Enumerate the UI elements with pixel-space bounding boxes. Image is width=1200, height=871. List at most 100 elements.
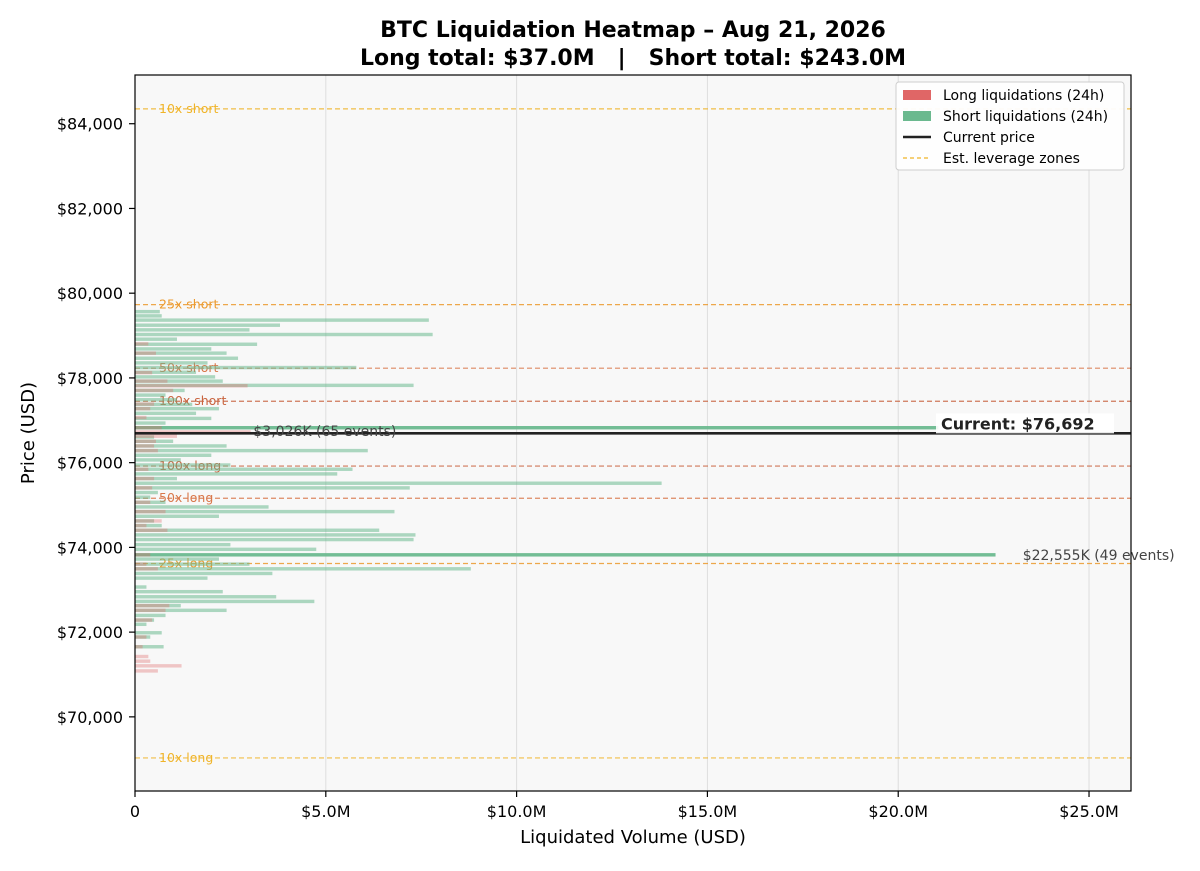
- leverage-zone-label: 10x short: [159, 101, 218, 116]
- x-tick-label: $5.0M: [301, 802, 350, 821]
- short-liquidation-bar: [135, 533, 416, 537]
- chart-subtitle: Long total: $37.0M | Short total: $243.0…: [360, 46, 906, 71]
- long-liquidation-bar: [135, 486, 153, 490]
- legend-swatch: [903, 111, 931, 121]
- short-liquidation-bar: [135, 356, 239, 360]
- long-liquidation-bar: [135, 659, 151, 663]
- short-liquidation-bar: [135, 421, 166, 425]
- short-liquidation-bar: [135, 444, 227, 448]
- short-liquidation-bar: [135, 500, 166, 505]
- long-liquidation-bar: [135, 402, 155, 406]
- legend: Long liquidations (24h) Short liquidation…: [895, 81, 1125, 171]
- short-liquidation-bar: [135, 332, 433, 337]
- long-liquidation-bar: [135, 519, 162, 523]
- long-liquidation-bar: [135, 379, 168, 383]
- long-liquidation-bar: [135, 654, 149, 659]
- long-liquidation-bar: [135, 448, 158, 453]
- long-liquidation-bar: [135, 388, 174, 393]
- y-tick-label: $76,000: [57, 454, 123, 473]
- long-liquidation-bar: [135, 664, 182, 668]
- short-liquidation-bar: [135, 435, 155, 439]
- long-liquidation-bars: [135, 342, 251, 673]
- long-liquidation-bar: [135, 426, 162, 430]
- short-liquidation-bar: [135, 528, 380, 532]
- y-tick-label: $74,000: [57, 538, 123, 557]
- short-liquidation-bar: [135, 553, 996, 557]
- short-liquidation-bar: [135, 523, 162, 528]
- short-liquidation-bar: [135, 361, 208, 365]
- y-tick-label: $72,000: [57, 623, 123, 642]
- short-liquidation-bar: [135, 365, 357, 370]
- short-liquidation-bar: [135, 562, 250, 566]
- short-liquidation-bar: [135, 398, 177, 402]
- short-liquidation-bar: [135, 393, 166, 397]
- current-price-label-box: [936, 413, 1114, 434]
- short-liquidation-bar: [135, 505, 269, 509]
- long-liquidation-bar: [135, 553, 151, 557]
- short-liquidation-bar: [135, 439, 174, 443]
- short-liquidation-bar: [135, 337, 177, 341]
- legend-label: Current price: [943, 130, 1035, 146]
- short-liquidation-bar: [135, 595, 277, 599]
- short-liquidation-bar: [135, 608, 227, 613]
- short-liquidation-bar: [135, 406, 219, 411]
- long-liquidation-bar: [135, 415, 147, 420]
- short-liquidation-bar: [135, 495, 151, 499]
- long-liquidation-bar: [135, 430, 251, 434]
- data-annotation: $22,555K (49 events): [1023, 548, 1175, 564]
- short-liquidation-bar: [135, 383, 414, 388]
- short-liquidation-bar: [135, 342, 258, 346]
- long-liquidation-bar: [135, 467, 149, 471]
- data-annotation: $3,026K (65 events): [253, 424, 396, 440]
- short-liquidation-bar: [135, 618, 155, 622]
- short-liquidation-bar: [135, 645, 164, 649]
- short-liquidation-bar: [135, 613, 166, 618]
- x-tick-label: $25.0M: [1059, 802, 1119, 821]
- short-liquidation-bar: [135, 509, 395, 514]
- short-liquidation-bar: [135, 411, 197, 416]
- short-liquidation-bar: [135, 576, 208, 580]
- long-liquidation-bar: [135, 476, 155, 481]
- short-liquidation-bar: [135, 370, 197, 374]
- leverage-zone-label: 25x short: [159, 297, 218, 312]
- short-liquidation-bar: [135, 481, 662, 485]
- leverage-zone-label: 10x long: [159, 750, 213, 765]
- x-tick-label: $20.0M: [868, 802, 928, 821]
- leverage-zone-label: 50x long: [159, 490, 213, 505]
- long-liquidation-bar: [135, 509, 166, 514]
- short-liquidation-bar: [135, 309, 160, 314]
- short-liquidation-bar: [135, 547, 317, 552]
- short-liquidation-bar: [135, 379, 223, 383]
- x-tick-label: 0: [130, 802, 140, 821]
- short-liquidation-bar: [135, 599, 315, 604]
- x-axis-label: Liquidated Volume (USD): [520, 827, 746, 848]
- short-liquidation-bar: [135, 463, 231, 467]
- short-liquidation-bar: [135, 323, 281, 327]
- legend-label: Est. leverage zones: [943, 151, 1080, 167]
- short-liquidation-bar: [135, 486, 410, 490]
- long-liquidation-bar: [135, 439, 156, 443]
- annotation-layer: $3,026K (65 events) $22,555K (49 events): [253, 424, 1174, 564]
- x-tick-label: $15.0M: [678, 802, 738, 821]
- current-price-label: Current: $76,692: [941, 414, 1095, 433]
- x-tick-label: $10.0M: [487, 802, 547, 821]
- y-tick-label: $82,000: [57, 199, 123, 218]
- short-liquidation-bar: [135, 631, 162, 635]
- short-liquidation-bar: [135, 347, 212, 351]
- current-price-layer: Current: $76,692: [135, 413, 1131, 435]
- short-liquidation-bar: [135, 318, 429, 322]
- short-liquidation-bar: [135, 622, 147, 627]
- legend-swatch: [903, 90, 931, 100]
- short-liquidation-bar: [135, 585, 147, 589]
- long-liquidation-bar: [135, 562, 147, 566]
- long-liquidation-bar: [135, 528, 168, 532]
- long-liquidation-bar: [135, 406, 151, 411]
- long-liquidation-bar: [135, 444, 155, 448]
- short-liquidation-bar: [135, 514, 219, 518]
- short-liquidation-bar: [135, 416, 212, 421]
- short-liquidation-bar: [135, 351, 227, 355]
- short-liquidation-bar: [135, 635, 151, 639]
- y-tick-label: $70,000: [57, 708, 123, 727]
- short-liquidation-bar: [135, 458, 181, 462]
- long-liquidation-bar: [135, 523, 147, 528]
